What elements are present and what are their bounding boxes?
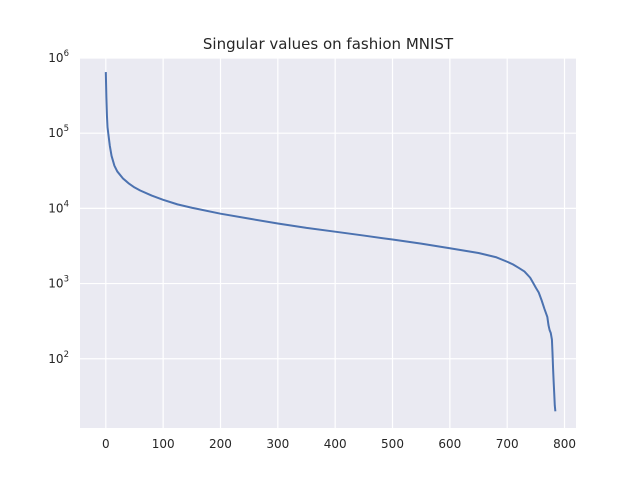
x-tick-label: 700 (496, 437, 519, 451)
plot-background (80, 58, 576, 428)
x-gridlines (105, 58, 566, 428)
singular-values-line (104, 72, 557, 412)
y-tick-label: 105 (48, 124, 69, 140)
y-tick-labels: 102 103 104 105 106 (48, 49, 69, 366)
x-tick-label: 800 (553, 437, 576, 451)
y-tick-label: 103 (48, 275, 69, 291)
x-tick-label: 100 (152, 437, 175, 451)
x-tick-label: 500 (381, 437, 404, 451)
x-tick-label: 600 (438, 437, 461, 451)
x-tick-label: 400 (324, 437, 347, 451)
x-tick-labels: 0 100 200 300 400 500 600 700 800 (102, 437, 576, 451)
y-tick-label: 106 (48, 49, 69, 65)
x-tick-label: 0 (102, 437, 110, 451)
x-tick-label: 200 (209, 437, 232, 451)
y-gridlines (80, 57, 576, 360)
x-tick-label: 300 (266, 437, 289, 451)
y-tick-label: 104 (48, 199, 69, 215)
chart-title: Singular values on fashion MNIST (203, 35, 454, 53)
y-tick-label: 102 (48, 350, 69, 366)
